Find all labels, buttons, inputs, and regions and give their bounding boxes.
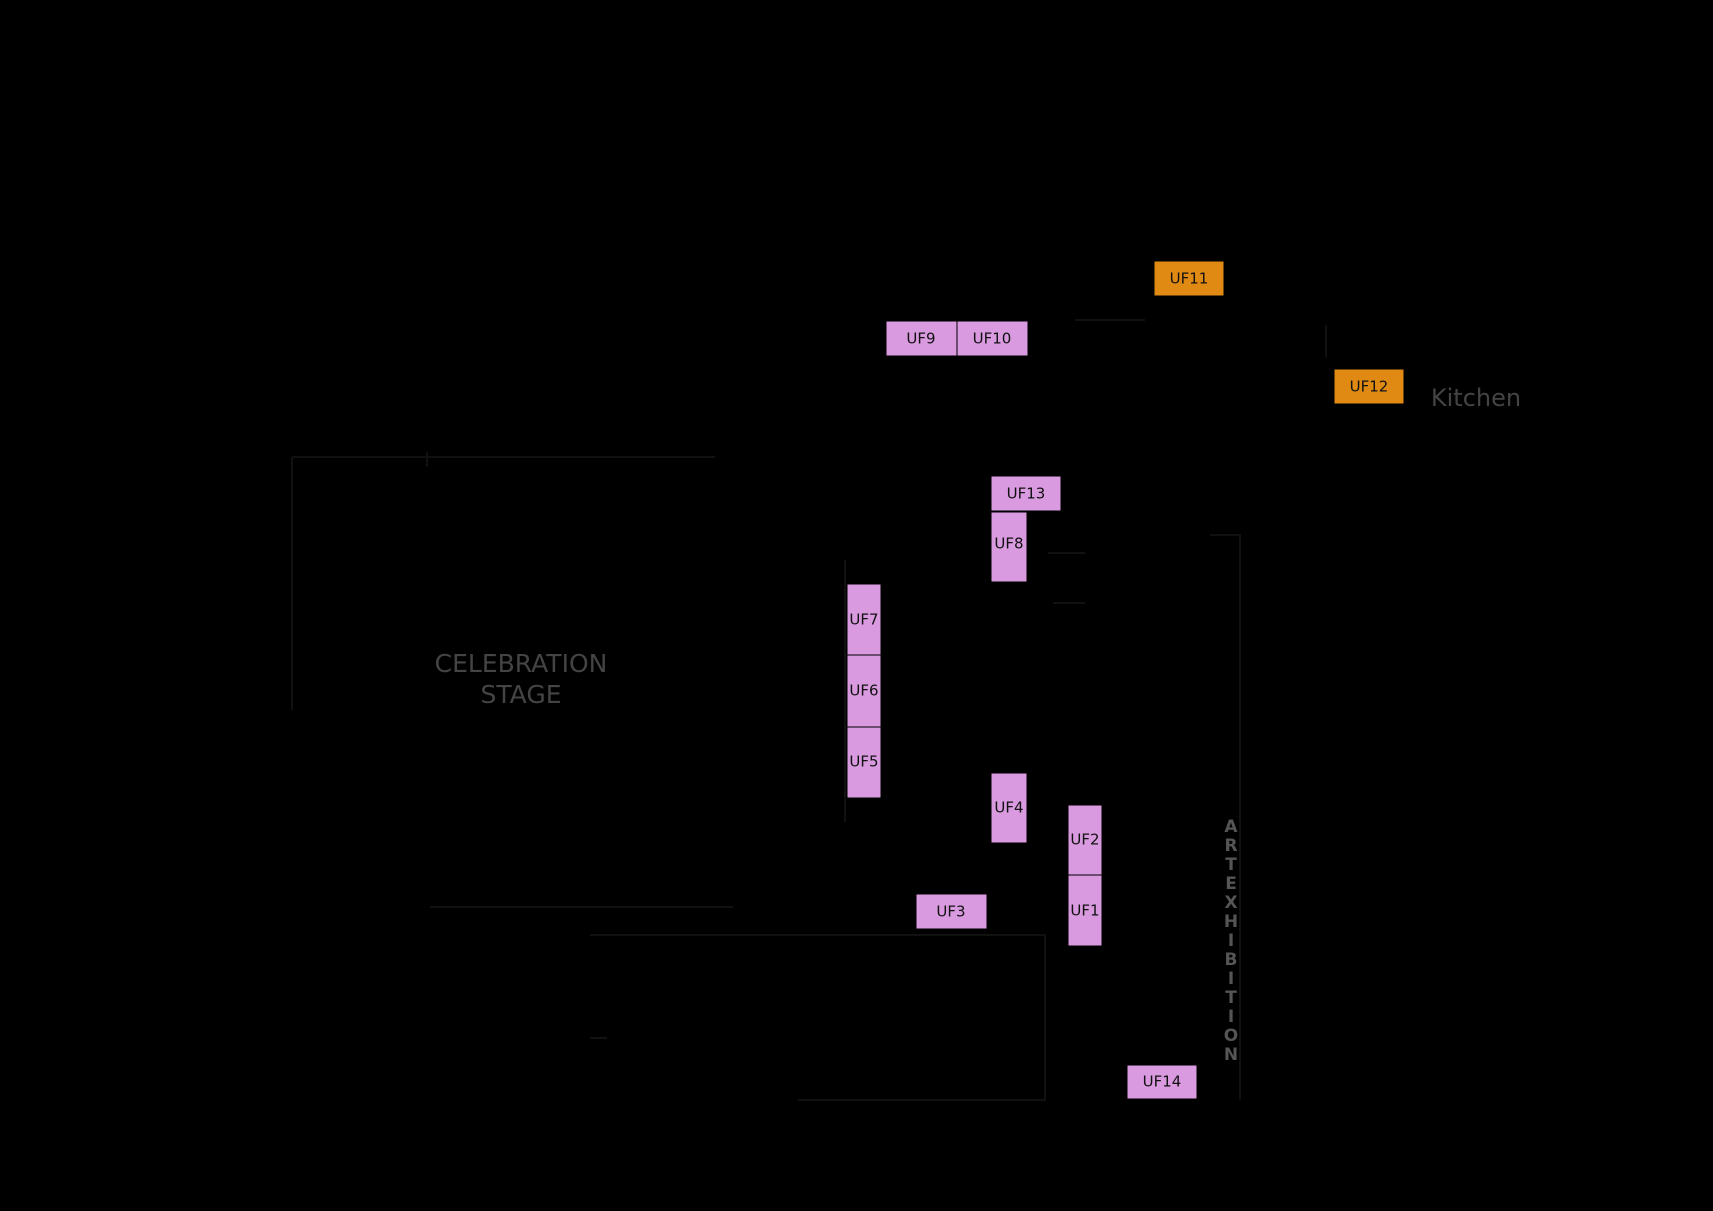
booth-box — [846, 583, 882, 656]
booth-label: UF6 — [849, 682, 878, 700]
booth-box — [1067, 804, 1103, 876]
booth-box — [846, 654, 882, 728]
booth[interactable]: UF12 — [1333, 368, 1405, 405]
stage-label: CELEBRATION — [435, 649, 608, 678]
booth[interactable]: UF6 — [846, 654, 882, 728]
booth[interactable]: UF8 — [990, 511, 1028, 583]
booth-box — [1333, 368, 1405, 405]
booth-label: UF13 — [1007, 485, 1046, 503]
booth-label: UF5 — [849, 753, 878, 771]
booth-box — [1153, 260, 1225, 297]
booth[interactable]: UF2 — [1067, 804, 1103, 876]
booth-label: UF3 — [936, 903, 965, 921]
booth-label: UF1 — [1070, 902, 1099, 920]
booth[interactable]: UF14 — [1126, 1064, 1198, 1100]
booth[interactable]: UF10 — [956, 320, 1029, 357]
booth-box — [956, 320, 1029, 357]
kitchen-label: Kitchen — [1431, 384, 1521, 412]
booth[interactable]: UF3 — [915, 893, 988, 930]
booth[interactable]: UF9 — [885, 320, 958, 357]
booth[interactable]: UF11 — [1153, 260, 1225, 297]
booth-label: UF11 — [1170, 270, 1209, 288]
booth-label: UF2 — [1070, 831, 1099, 849]
booth[interactable]: UF5 — [846, 726, 882, 799]
booth-label: UF14 — [1143, 1073, 1182, 1091]
booth-box — [990, 511, 1028, 583]
booth-label: UF7 — [849, 611, 878, 629]
booth-box — [915, 893, 988, 930]
booth[interactable]: UF4 — [990, 772, 1028, 844]
booth-box — [1067, 874, 1103, 947]
booth-label: UF10 — [973, 330, 1012, 348]
booth-label: UF12 — [1350, 378, 1389, 396]
booth[interactable]: UF7 — [846, 583, 882, 656]
booth-label: UF9 — [906, 330, 935, 348]
booth-label: UF4 — [994, 799, 1023, 817]
walls — [291, 319, 1327, 1101]
stage-label: STAGE — [480, 680, 561, 709]
booth-box — [990, 772, 1028, 844]
booth-box — [990, 475, 1062, 512]
booth-box — [1126, 1064, 1198, 1100]
booth[interactable]: UF1 — [1067, 874, 1103, 947]
booth[interactable]: UF13 — [990, 475, 1062, 512]
booth-box — [846, 726, 882, 799]
booth-label: UF8 — [994, 535, 1023, 553]
